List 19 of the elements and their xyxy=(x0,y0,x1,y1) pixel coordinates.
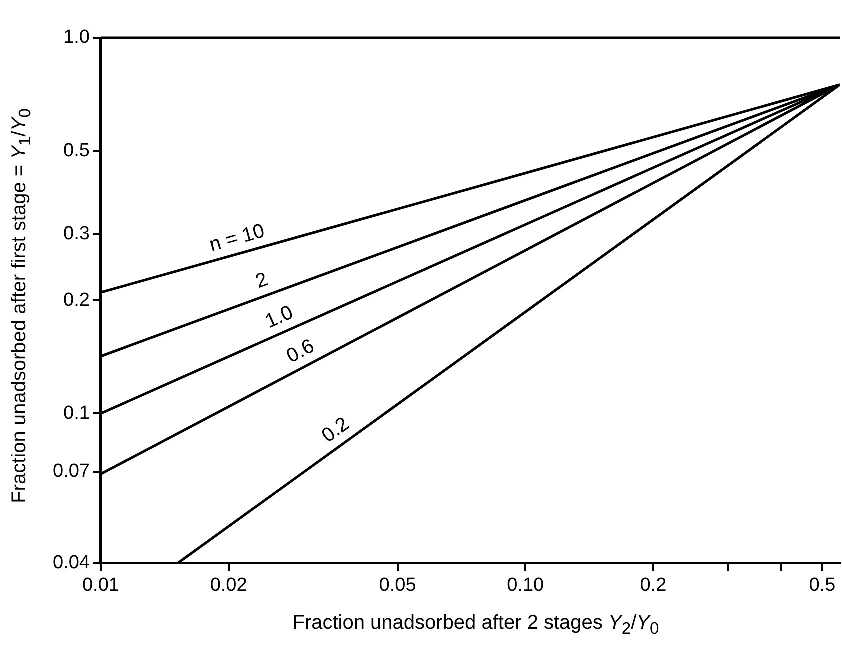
x-tick-label: 0.10 xyxy=(507,574,544,596)
y-tick-label: 0.07 xyxy=(52,461,90,482)
x-axis-title: Fraction unadsorbed after 2 stages Y$_{2}$/Y$_{0}$ xyxy=(292,612,660,639)
x-tick-label: 0.2 xyxy=(640,574,667,596)
annotation: 0.6 xyxy=(283,335,318,368)
annotation: 0.2 xyxy=(318,413,354,448)
y-tick-label: 1.0 xyxy=(64,27,90,48)
y-tick-label: 0.1 xyxy=(64,402,90,424)
y-tick-label: 0.5 xyxy=(64,140,90,162)
annotation: 2 xyxy=(252,268,271,294)
x-tick-label: 0.5 xyxy=(809,574,836,596)
y-tick-label: 0.3 xyxy=(64,224,90,245)
x-tick-label: 0.01 xyxy=(82,574,120,596)
y-tick-label: 0.04 xyxy=(52,552,90,574)
y-tick-label: 0.2 xyxy=(64,290,90,311)
annotation: 1.0 xyxy=(262,302,297,334)
x-tick-label: 0.05 xyxy=(379,574,416,596)
annotation: n = 10 xyxy=(207,220,268,256)
x-tick-label: 0.02 xyxy=(210,574,248,596)
